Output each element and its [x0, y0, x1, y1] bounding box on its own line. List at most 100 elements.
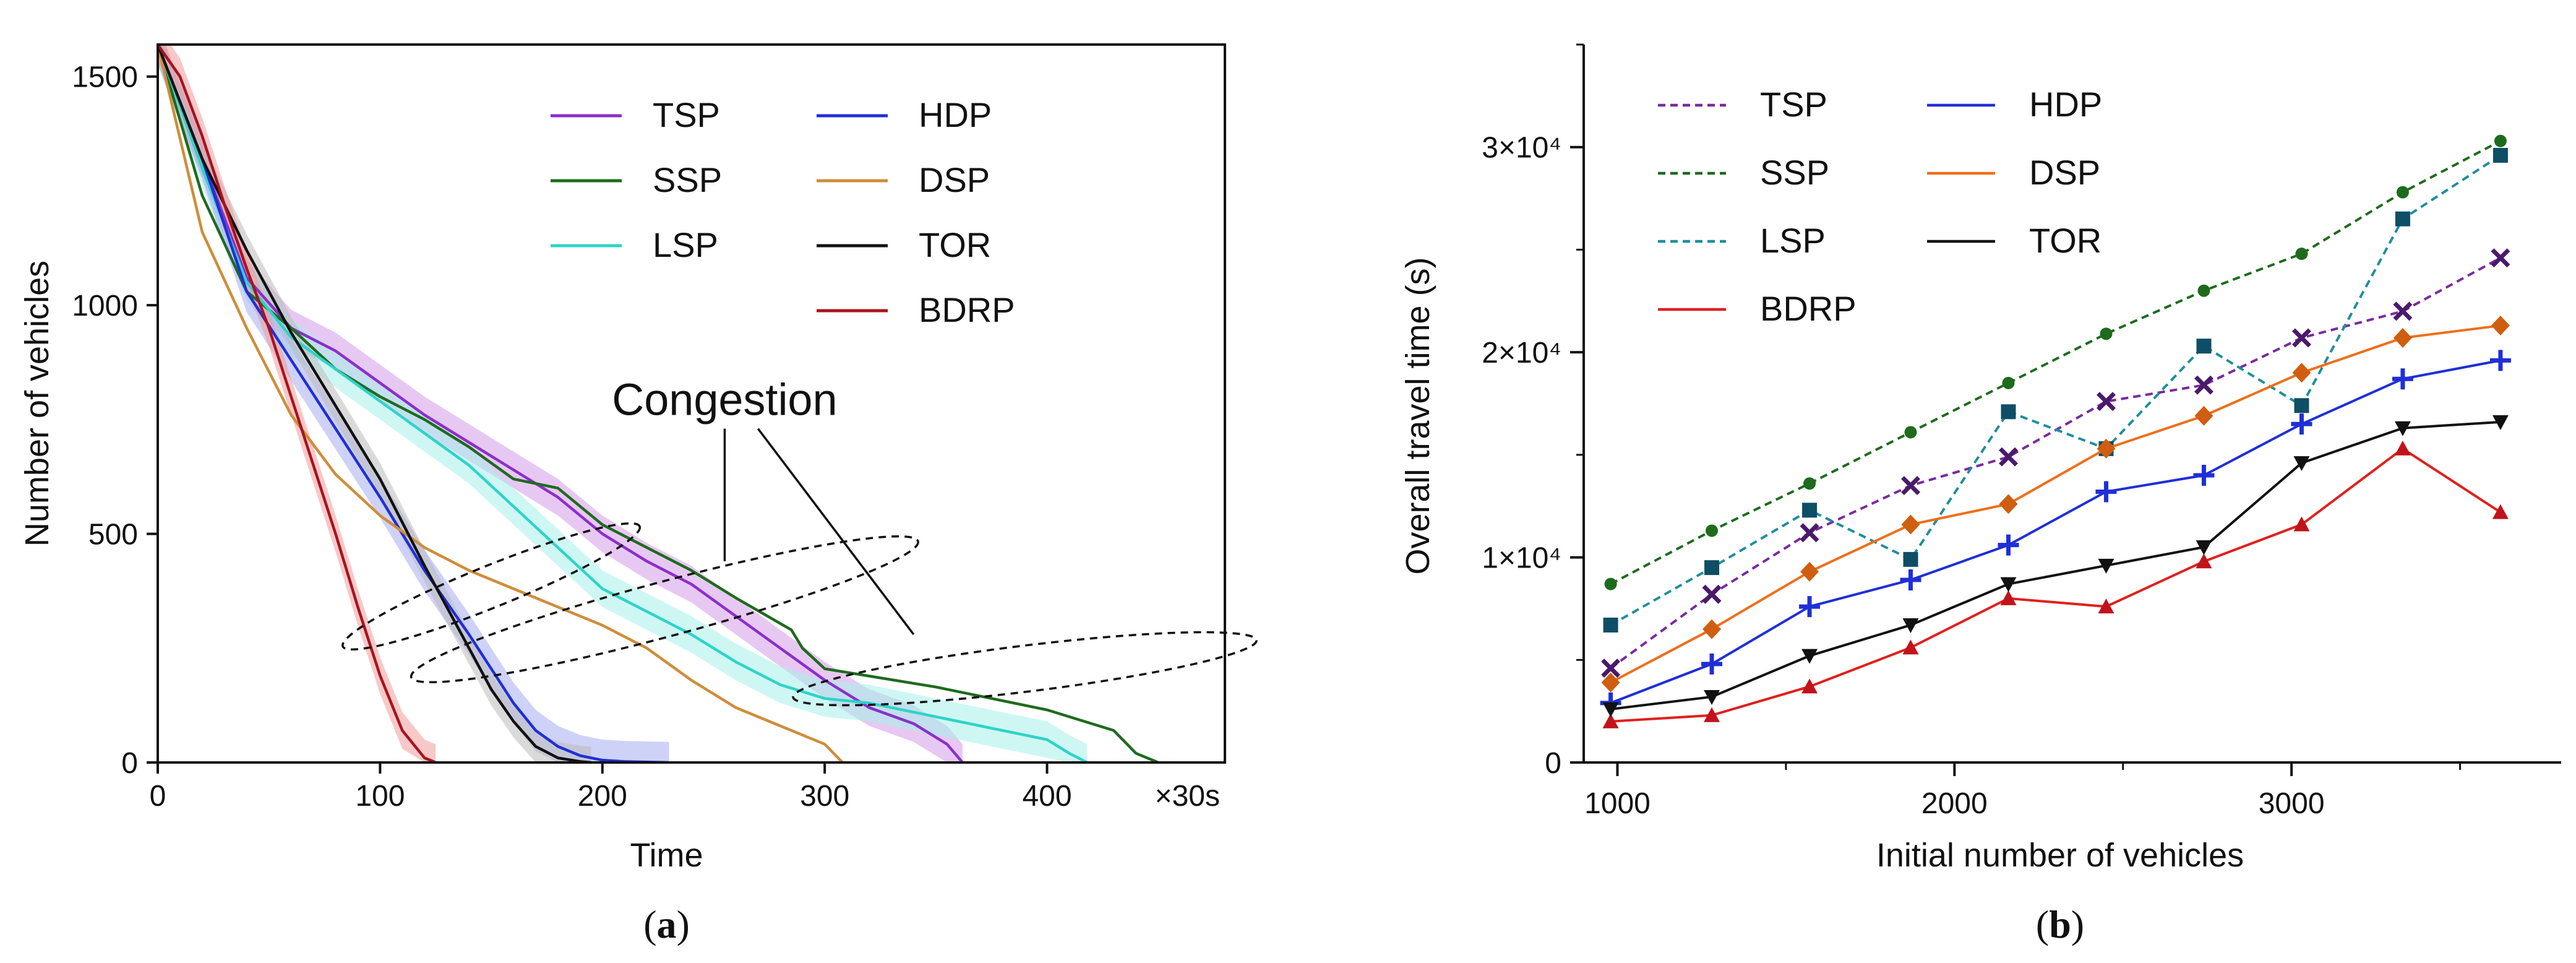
data-point-lsp: [1603, 617, 1618, 633]
data-point-ssp: [2295, 248, 2308, 261]
data-point-lsp: [2196, 339, 2212, 354]
data-point-tor: [2394, 421, 2411, 436]
data-point-tor: [1801, 649, 1818, 664]
panel-label-paren: ): [2071, 902, 2084, 946]
data-point-hdp: [1900, 569, 1921, 591]
data-point-dsp: [1999, 494, 2018, 514]
data-point-bdrp: [1902, 639, 1919, 655]
data-point-bdrp: [1602, 713, 1619, 728]
x-tick-label: 300: [800, 780, 849, 813]
data-point-lsp: [2492, 147, 2508, 163]
y-tick-label: 0: [1545, 747, 1561, 780]
chart-a: Congestion 0 100 200 300 400 0 500 1000 1500 ×30s T…: [19, 43, 1258, 946]
x-tick-label: 0: [150, 780, 166, 813]
data-point-tsp: [1800, 523, 1819, 543]
data-point-ssp: [1604, 577, 1617, 590]
x-tick-label: 200: [578, 780, 627, 813]
data-point-tsp: [2194, 375, 2213, 395]
series-line-ssp: [158, 45, 1159, 762]
series-line-dsp: [1610, 324, 2501, 684]
legend-label-dsp: DSP: [919, 160, 990, 199]
data-point-ssp: [1904, 426, 1917, 439]
data-point-dsp: [2194, 405, 2213, 426]
data-point-ssp: [2002, 376, 2015, 389]
data-point-bdrp: [2196, 553, 2212, 569]
data-point-bdrp: [1704, 707, 1720, 722]
data-point-dsp: [1702, 619, 1722, 639]
y-tick-label: 1000: [72, 290, 138, 322]
series-line-tor: [1610, 420, 2501, 710]
congestion-ellipse: [792, 631, 1258, 707]
legend-label-tsp: TSP: [653, 95, 720, 134]
data-point-ssp: [1803, 477, 1816, 490]
y-tick-label: 500: [88, 519, 138, 551]
x-tick-label: 400: [1022, 780, 1071, 813]
panel-label-paren: (: [2036, 902, 2049, 946]
data-point-lsp: [1802, 503, 1818, 518]
data-point-hdp: [2291, 413, 2312, 435]
data-point-lsp: [2001, 404, 2016, 420]
legend-label-lsp: LSP: [1760, 221, 1826, 260]
legend-label-hdp: HDP: [2029, 85, 2102, 124]
data-point-bdrp: [2394, 440, 2411, 456]
data-point-tor: [1602, 702, 1619, 717]
y-tick-label: 1500: [72, 61, 138, 94]
plot-frame-a: [157, 43, 1226, 764]
data-point-bdrp: [2000, 590, 2017, 605]
data-point-tsp: [1999, 447, 2018, 467]
data-point-hdp: [2193, 465, 2215, 486]
congestion-ellipse: [410, 535, 919, 684]
data-point-hdp: [1701, 653, 1723, 675]
legend-label-bdrp: BDRP: [1760, 289, 1857, 328]
legend-label-ssp: SSP: [653, 160, 722, 199]
series-line-hdp: [1610, 359, 2501, 704]
legend-label-ssp: SSP: [1760, 153, 1829, 192]
data-point-bdrp: [2098, 598, 2114, 614]
legend-label-hdp: HDP: [919, 95, 992, 134]
data-point-tor: [1704, 689, 1720, 705]
x-tick-label: 1000: [1584, 787, 1651, 820]
series-line-ssp: [1610, 140, 2501, 585]
data-point-lsp: [2294, 398, 2309, 413]
data-point-tsp: [1901, 476, 1920, 496]
data-point-dsp: [1901, 514, 1920, 535]
series-line-bdrp: [158, 45, 437, 762]
panel-label-letter: a: [657, 902, 677, 946]
panel-label-paren: (: [643, 902, 656, 946]
data-point-dsp: [2491, 316, 2510, 336]
y-tick-label: 0: [121, 747, 138, 780]
data-point-tor: [2196, 540, 2212, 555]
data-point-tsp: [2491, 248, 2510, 268]
data-point-tsp: [2292, 328, 2311, 348]
series-line-dsp: [158, 45, 844, 762]
y-tick-label: 2×10⁴: [1482, 337, 1561, 369]
data-point-ssp: [2197, 284, 2210, 297]
y-tick-label: 3×10⁴: [1482, 132, 1561, 165]
legend-label-bdrp: BDRP: [919, 290, 1015, 329]
data-point-ssp: [2494, 134, 2507, 147]
x-tick-label: 100: [355, 780, 405, 813]
data-point-tor: [2098, 558, 2114, 574]
data-point-hdp: [2489, 350, 2511, 371]
data-point-tsp: [2097, 392, 2116, 412]
data-point-bdrp: [2293, 516, 2310, 532]
y-tick-label: 1×10⁴: [1482, 542, 1561, 575]
data-point-bdrp: [2492, 504, 2509, 519]
legend-a: TSP SSP LSP HDP DSP TOR BDRP: [551, 95, 1015, 329]
legend-label-tor: TOR: [919, 225, 991, 264]
chart-b: 1000 2000 3000 0 1×10⁴ 2×10⁴ 3×10⁴ Initial numb…: [1399, 43, 2561, 946]
legend-b: TSP SSP LSP BDRP HDP DSP TOR: [1658, 85, 2102, 328]
series-line-bdrp: [1610, 447, 2502, 723]
legend-label-tsp: TSP: [1760, 85, 1827, 124]
data-point-dsp: [1800, 561, 1819, 582]
x-axis-label: Initial number of vehicles: [1876, 837, 2244, 874]
x-tick-label: 3000: [2259, 787, 2325, 820]
data-point-dsp: [2393, 327, 2412, 348]
data-point-tsp: [1601, 659, 1621, 678]
data-point-tor: [2000, 577, 2017, 592]
data-point-lsp: [2395, 211, 2410, 227]
y-axis-label: Number of vehicles: [19, 261, 56, 546]
data-point-hdp: [1998, 534, 2019, 556]
